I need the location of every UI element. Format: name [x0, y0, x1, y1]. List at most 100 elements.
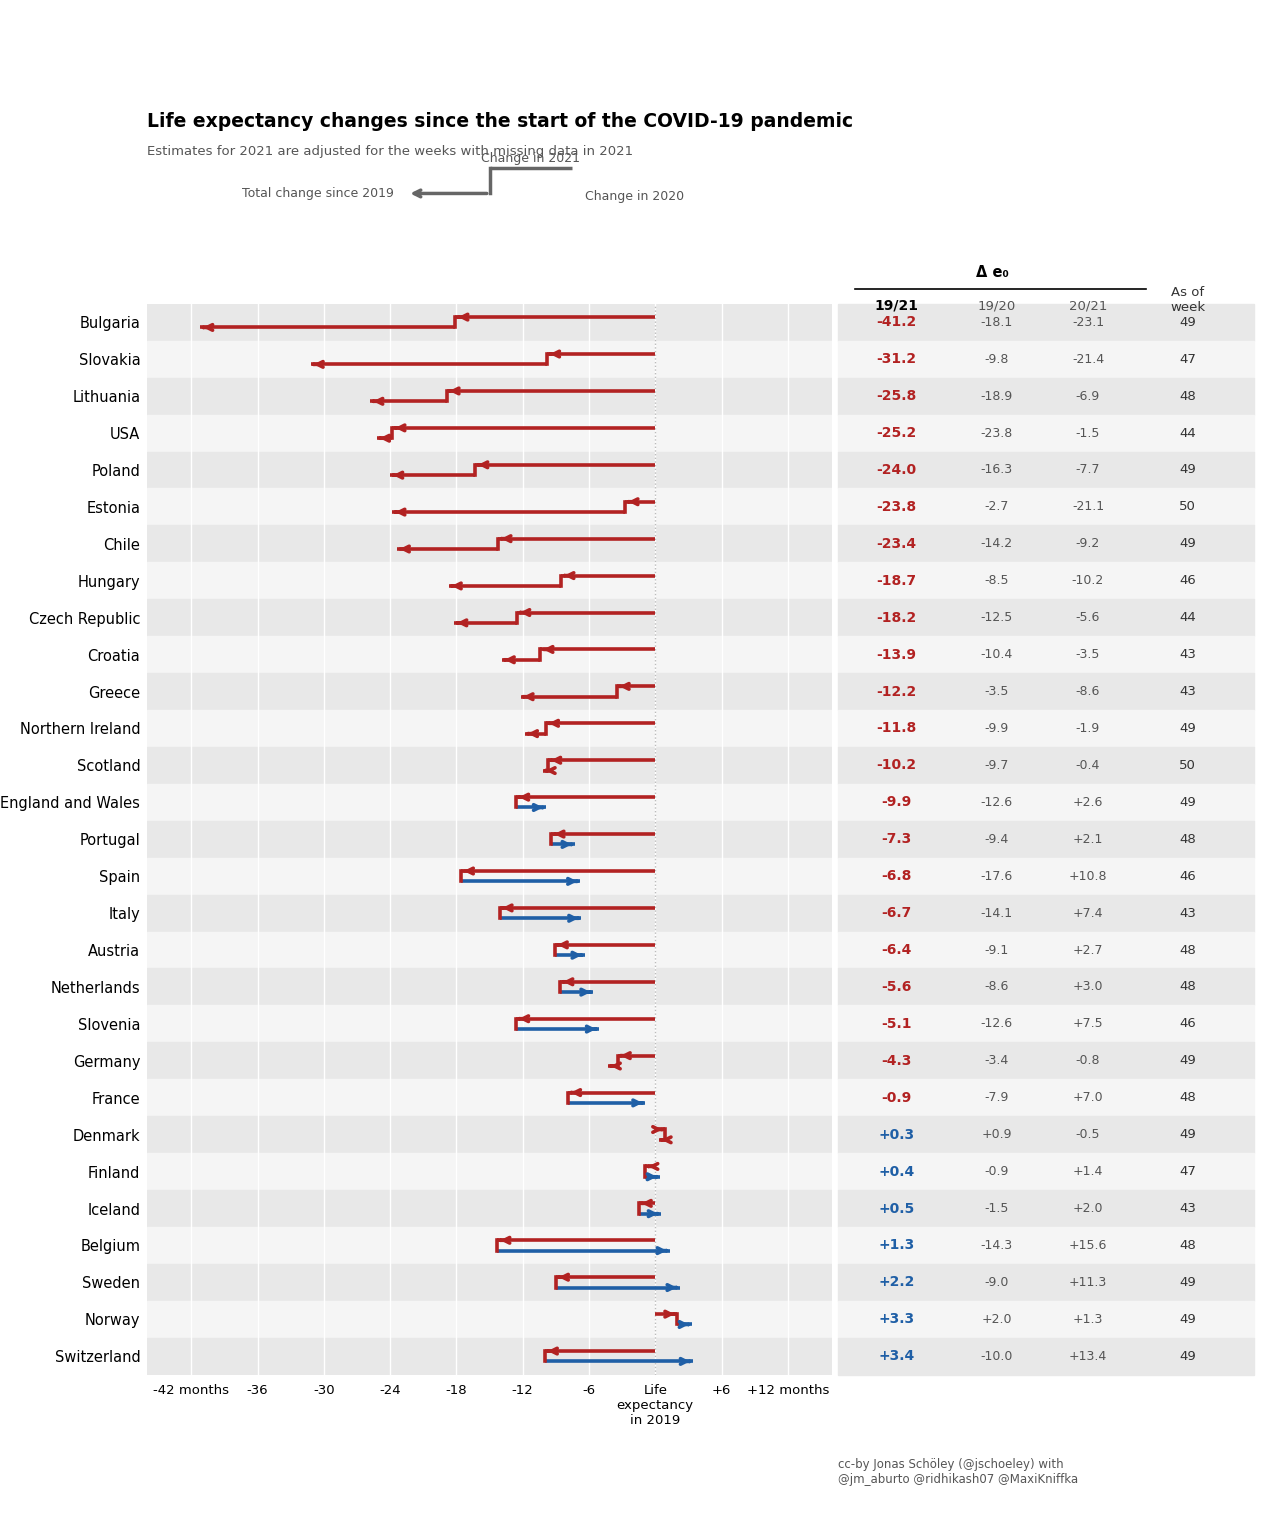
Bar	[147, 747, 832, 784]
Text: 49: 49	[1179, 1129, 1197, 1141]
Text: -3.5: -3.5	[984, 685, 1009, 699]
Text: -10.2: -10.2	[1071, 574, 1105, 588]
Text: -0.4: -0.4	[1075, 760, 1101, 772]
Text: -12.6: -12.6	[980, 796, 1012, 808]
Text: -23.8: -23.8	[877, 500, 916, 513]
Text: -5.6: -5.6	[882, 980, 911, 993]
Bar	[838, 562, 1254, 598]
Text: -0.9: -0.9	[984, 1165, 1009, 1179]
Text: +1.4: +1.4	[1073, 1165, 1103, 1179]
Text: -8.6: -8.6	[984, 980, 1009, 993]
Text: 46: 46	[1179, 870, 1197, 883]
Text: -8.6: -8.6	[1075, 685, 1101, 699]
Text: +3.3: +3.3	[878, 1312, 915, 1326]
Text: 46: 46	[1179, 574, 1197, 588]
Bar	[147, 1264, 832, 1300]
Text: -9.4: -9.4	[984, 832, 1009, 846]
Bar	[147, 340, 832, 378]
Bar	[838, 598, 1254, 636]
Bar	[147, 931, 832, 969]
Bar	[838, 526, 1254, 562]
Text: -14.2: -14.2	[980, 538, 1012, 550]
Text: 20/21: 20/21	[1069, 299, 1107, 311]
Text: -12.6: -12.6	[980, 1018, 1012, 1030]
Text: +3.0: +3.0	[1073, 980, 1103, 993]
Text: -7.9: -7.9	[984, 1091, 1009, 1104]
Text: 43: 43	[1179, 1202, 1197, 1215]
Text: -25.2: -25.2	[877, 425, 916, 441]
Text: Life expectancy bounce-backs amid continued losses: Life expectancy bounce-backs amid contin…	[347, 43, 1055, 67]
Text: As of
week: As of week	[1170, 286, 1206, 314]
Text: +1.3: +1.3	[878, 1238, 915, 1253]
Text: 46: 46	[1179, 1018, 1197, 1030]
Text: +2.1: +2.1	[1073, 832, 1103, 846]
Bar	[147, 673, 832, 709]
Text: 43: 43	[1179, 649, 1197, 661]
Text: -7.7: -7.7	[1075, 463, 1101, 477]
Text: -18.1: -18.1	[980, 316, 1012, 328]
Text: -9.8: -9.8	[984, 352, 1009, 366]
Text: -41.2: -41.2	[877, 316, 916, 330]
Text: -6.4: -6.4	[882, 943, 911, 957]
Bar	[838, 931, 1254, 969]
Text: -3.5: -3.5	[1075, 649, 1101, 661]
Text: +3.4: +3.4	[878, 1349, 915, 1363]
Text: 48: 48	[1179, 943, 1197, 957]
Text: -10.4: -10.4	[980, 649, 1012, 661]
Text: 49: 49	[1179, 1350, 1197, 1363]
Text: -14.1: -14.1	[980, 907, 1012, 919]
Bar	[838, 1042, 1254, 1080]
Bar	[838, 1006, 1254, 1042]
Bar	[838, 747, 1254, 784]
Bar	[147, 1189, 832, 1227]
Text: +0.9: +0.9	[982, 1129, 1011, 1141]
Text: 48: 48	[1179, 832, 1197, 846]
Text: -1.5: -1.5	[1075, 427, 1101, 439]
Text: 43: 43	[1179, 685, 1197, 699]
Text: -23.4: -23.4	[877, 536, 916, 551]
Bar	[147, 526, 832, 562]
Bar	[147, 451, 832, 489]
Bar	[838, 489, 1254, 526]
Bar	[147, 598, 832, 636]
Text: -21.4: -21.4	[1071, 352, 1105, 366]
Bar	[147, 378, 832, 415]
Text: -12.5: -12.5	[980, 611, 1012, 624]
Text: +2.2: +2.2	[878, 1276, 915, 1290]
Bar	[838, 673, 1254, 709]
Text: -23.1: -23.1	[1071, 316, 1105, 328]
Text: -18.7: -18.7	[877, 574, 916, 588]
Text: -4.3: -4.3	[882, 1054, 911, 1068]
Text: Total change since 2019: Total change since 2019	[242, 187, 394, 201]
Text: 49: 49	[1179, 1054, 1197, 1068]
Text: -1.9: -1.9	[1076, 722, 1100, 735]
Text: -5.6: -5.6	[1075, 611, 1101, 624]
Bar	[147, 1042, 832, 1080]
Bar	[838, 1338, 1254, 1375]
Bar	[147, 1227, 832, 1264]
Text: -9.1: -9.1	[984, 943, 1009, 957]
Text: 48: 48	[1179, 389, 1197, 403]
Bar	[838, 340, 1254, 378]
Bar	[838, 304, 1254, 340]
Bar	[838, 858, 1254, 895]
Text: -9.7: -9.7	[984, 760, 1009, 772]
Text: -6.9: -6.9	[1076, 389, 1100, 403]
Bar	[838, 1116, 1254, 1153]
Bar	[838, 1080, 1254, 1116]
Text: +0.4: +0.4	[878, 1165, 915, 1179]
Text: +10.8: +10.8	[1069, 870, 1107, 883]
Text: -21.1: -21.1	[1071, 500, 1105, 513]
Text: cc-by Jonas Schöley (@jschoeley) with
@jm_aburto @ridhikash07 @MaxiKniffka: cc-by Jonas Schöley (@jschoeley) with @j…	[838, 1458, 1079, 1486]
Text: -31.2: -31.2	[877, 352, 916, 366]
Text: +2.6: +2.6	[1073, 796, 1103, 808]
Text: +0.5: +0.5	[878, 1202, 915, 1215]
Text: 19/20: 19/20	[978, 299, 1015, 311]
Text: -10.0: -10.0	[980, 1350, 1012, 1363]
Bar	[838, 636, 1254, 673]
Bar	[147, 415, 832, 451]
Bar	[838, 709, 1254, 747]
Text: -9.9: -9.9	[984, 722, 1009, 735]
Text: +13.4: +13.4	[1069, 1350, 1107, 1363]
Text: -1.5: -1.5	[984, 1202, 1009, 1215]
